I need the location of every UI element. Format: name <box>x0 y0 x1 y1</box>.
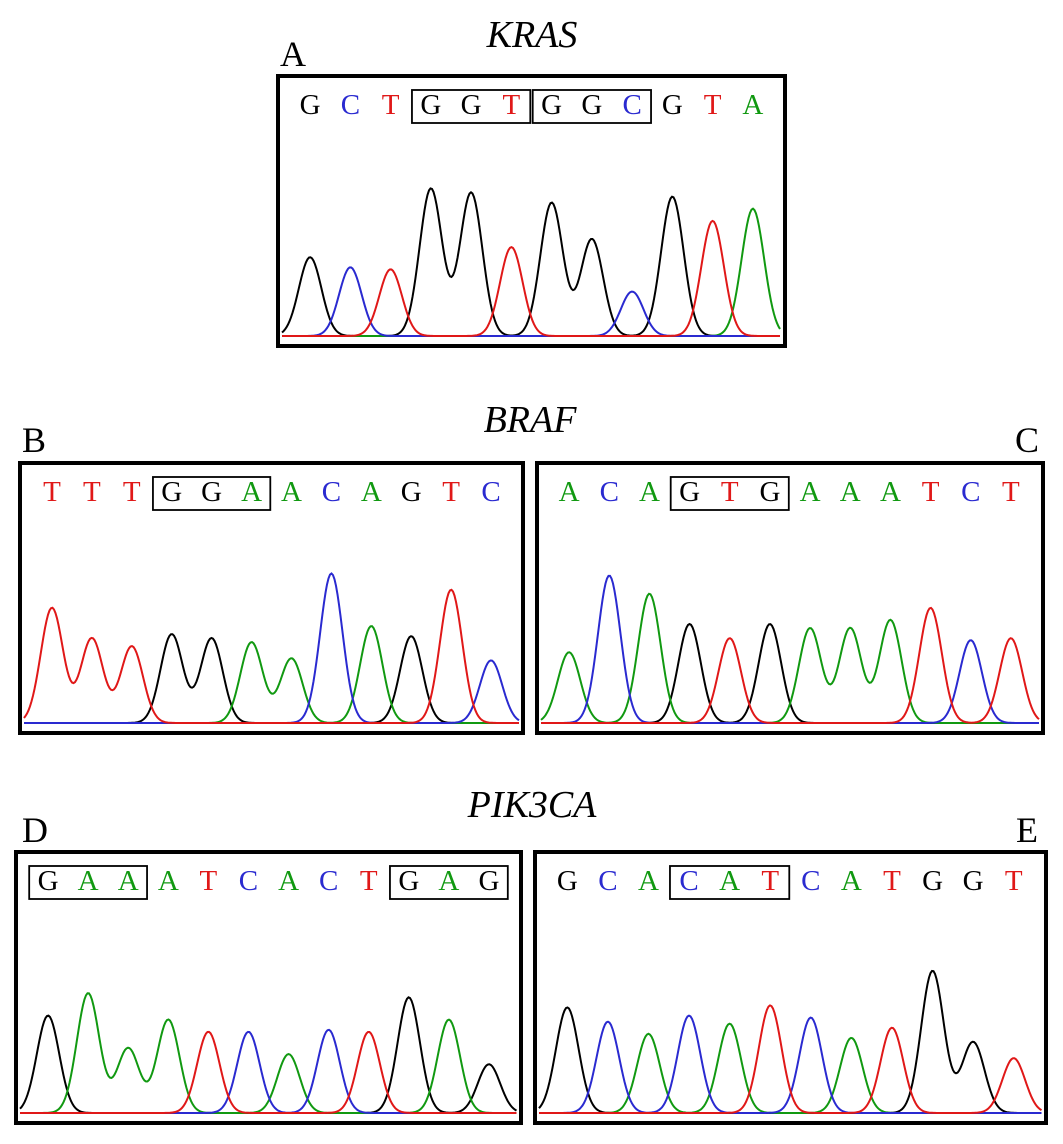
pik3ca-title: PIK3CA <box>467 784 597 826</box>
base-call-t: T <box>382 89 400 121</box>
base-call-a: A <box>158 865 179 897</box>
codon-box <box>389 865 509 900</box>
panel-letter-b: B <box>22 420 47 460</box>
trace-a <box>20 992 517 1114</box>
base-call-g: G <box>398 865 419 897</box>
trace-a <box>24 625 519 724</box>
base-call-c: C <box>598 865 617 897</box>
panel-letter-a: A <box>280 34 306 74</box>
base-call-t: T <box>503 89 521 121</box>
base-call-t: T <box>761 865 779 897</box>
base-call-g: G <box>300 89 321 121</box>
base-call-t: T <box>43 476 61 508</box>
kras-title: KRAS <box>486 14 578 56</box>
base-call-g: G <box>963 865 984 897</box>
base-call-a: A <box>639 476 660 508</box>
base-call-g: G <box>401 476 422 508</box>
trace-t <box>539 1004 1043 1114</box>
base-call-g: G <box>679 476 700 508</box>
base-call-g: G <box>662 89 683 121</box>
base-call-t: T <box>922 476 940 508</box>
trace-t <box>541 606 1040 724</box>
base-call-a: A <box>281 476 302 508</box>
trace-t <box>20 1030 517 1114</box>
codon-box <box>152 476 272 511</box>
base-call-g: G <box>759 476 780 508</box>
base-call-g: G <box>581 89 602 121</box>
base-call-c: C <box>622 89 641 121</box>
trace-c <box>282 266 780 337</box>
base-call-c: C <box>481 476 500 508</box>
trace-a <box>540 592 1039 724</box>
base-call-c: C <box>801 865 820 897</box>
trace-t <box>23 588 519 724</box>
base-call-a: A <box>841 865 862 897</box>
base-call-t: T <box>442 476 460 508</box>
base-call-t: T <box>883 865 901 897</box>
base-call-a: A <box>880 476 901 508</box>
panel-letter-d: D <box>22 810 48 850</box>
base-call-g: G <box>541 89 562 121</box>
codon-box <box>531 89 652 124</box>
trace-t <box>282 219 780 337</box>
base-call-a: A <box>742 89 763 121</box>
base-call-a: A <box>241 476 262 508</box>
base-call-g: G <box>161 476 182 508</box>
panel-letter-c: C <box>1015 420 1040 460</box>
codon-box <box>411 89 532 124</box>
base-call-a: A <box>438 865 459 897</box>
base-call-g: G <box>420 89 441 121</box>
base-call-c: C <box>239 865 258 897</box>
base-call-t: T <box>360 865 378 897</box>
base-call-a: A <box>78 865 99 897</box>
base-call-c: C <box>319 865 338 897</box>
codon-box <box>669 865 791 900</box>
base-call-a: A <box>278 865 299 897</box>
base-call-t: T <box>1002 476 1020 508</box>
base-call-a: A <box>118 865 139 897</box>
base-call-t: T <box>123 476 141 508</box>
base-call-g: G <box>557 865 578 897</box>
base-call-t: T <box>721 476 739 508</box>
base-call-t: T <box>200 865 218 897</box>
trace-g <box>541 622 1039 724</box>
base-call-c: C <box>600 476 619 508</box>
base-call-g: G <box>478 865 499 897</box>
base-call-a: A <box>840 476 861 508</box>
panel-letter-e: E <box>1016 810 1038 850</box>
braf-title: BRAF <box>483 399 577 441</box>
base-call-a: A <box>719 865 740 897</box>
codon-box <box>669 476 790 511</box>
base-call-a: A <box>361 476 382 508</box>
base-call-c: C <box>679 865 698 897</box>
base-call-g: G <box>38 865 59 897</box>
base-call-c: C <box>341 89 360 121</box>
base-call-t: T <box>83 476 101 508</box>
base-call-a: A <box>800 476 821 508</box>
base-call-c: C <box>322 476 341 508</box>
base-call-g: G <box>922 865 943 897</box>
base-call-t: T <box>704 89 722 121</box>
trace-c <box>539 1014 1042 1114</box>
base-call-t: T <box>1005 865 1023 897</box>
base-call-g: G <box>201 476 222 508</box>
base-call-c: C <box>961 476 980 508</box>
codon-box <box>28 865 148 900</box>
base-call-g: G <box>461 89 482 121</box>
base-call-a: A <box>638 865 659 897</box>
base-call-a: A <box>559 476 580 508</box>
